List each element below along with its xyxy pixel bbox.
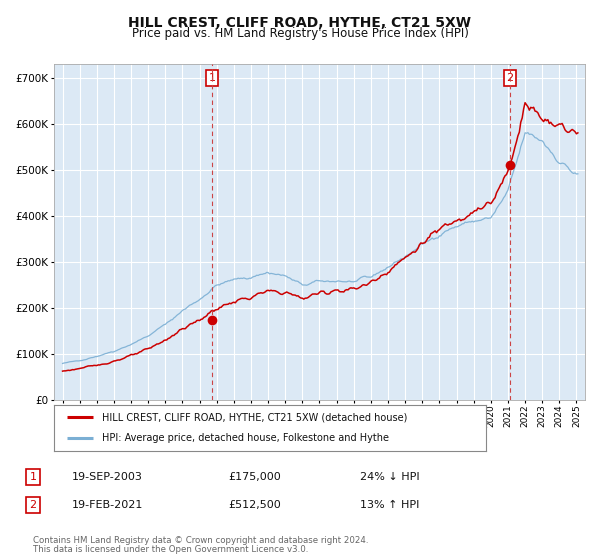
Text: HILL CREST, CLIFF ROAD, HYTHE, CT21 5XW (detached house): HILL CREST, CLIFF ROAD, HYTHE, CT21 5XW … bbox=[101, 412, 407, 422]
Text: 1: 1 bbox=[29, 472, 37, 482]
Text: HPI: Average price, detached house, Folkestone and Hythe: HPI: Average price, detached house, Folk… bbox=[101, 433, 389, 444]
Text: 13% ↑ HPI: 13% ↑ HPI bbox=[360, 500, 419, 510]
Text: 24% ↓ HPI: 24% ↓ HPI bbox=[360, 472, 419, 482]
Text: Contains HM Land Registry data © Crown copyright and database right 2024.: Contains HM Land Registry data © Crown c… bbox=[33, 536, 368, 545]
Text: This data is licensed under the Open Government Licence v3.0.: This data is licensed under the Open Gov… bbox=[33, 545, 308, 554]
Text: 1: 1 bbox=[208, 73, 215, 83]
Text: Price paid vs. HM Land Registry's House Price Index (HPI): Price paid vs. HM Land Registry's House … bbox=[131, 27, 469, 40]
Text: 2: 2 bbox=[506, 73, 514, 83]
Text: 19-FEB-2021: 19-FEB-2021 bbox=[72, 500, 143, 510]
Text: 2: 2 bbox=[29, 500, 37, 510]
Text: HILL CREST, CLIFF ROAD, HYTHE, CT21 5XW: HILL CREST, CLIFF ROAD, HYTHE, CT21 5XW bbox=[128, 16, 472, 30]
Text: £512,500: £512,500 bbox=[228, 500, 281, 510]
Text: £175,000: £175,000 bbox=[228, 472, 281, 482]
Text: 19-SEP-2003: 19-SEP-2003 bbox=[72, 472, 143, 482]
